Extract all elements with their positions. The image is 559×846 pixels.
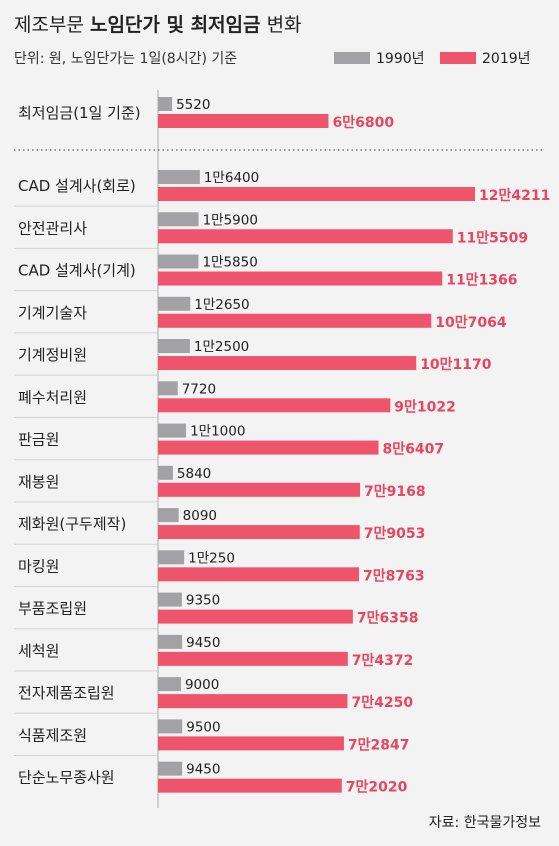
legend-2019: 2019년 [440,48,531,68]
value-label-2019: 7만6358 [357,611,419,627]
bar-2019 [158,114,329,128]
value-label-2019: 12만4211 [479,188,550,204]
unit-note: 단위: 원, 노임단가는 1일(8시간) 기준 [14,51,238,67]
category-label: 재봉원 [18,473,59,491]
value-label-2019: 9만1022 [394,399,456,415]
value-label-2019: 7만2020 [346,780,408,796]
bar-1990 [158,97,173,111]
bar-2019 [158,229,453,244]
bar-1990 [158,508,179,523]
value-label-2019: 11만5509 [457,230,528,246]
category-label: 전자제품조립원 [18,684,115,702]
bar-1990 [158,550,185,565]
category-label: 기계기술자 [18,304,87,322]
value-label-2019: 11만1366 [446,273,517,289]
bar-2019 [158,440,379,455]
bar-2019 [158,567,360,582]
value-label-1990: 9350 [186,593,220,609]
category-label: 단순노무종사원 [18,769,115,787]
bar-2019 [158,651,348,666]
bar-1990 [158,381,178,396]
value-label-2019: 7만9168 [364,484,426,500]
value-label-1990: 1만2650 [194,297,249,313]
category-label: 안전관리사 [18,219,87,237]
legend-label-1990: 1990년 [376,51,425,67]
category-label: 최저임금(1일 기준) [18,104,141,122]
bar-1990 [158,465,173,480]
value-label-1990: 9450 [186,762,220,778]
bar-2019 [158,525,360,540]
bar-1990 [158,719,183,734]
bar-2019 [158,609,353,624]
value-label-1990: 1만2500 [194,339,249,355]
category-label: 마킹원 [18,557,59,575]
source-note: 자료: 한국물가정보 [428,815,541,831]
bar-2019 [158,778,342,793]
value-label-1990: 9450 [186,635,220,651]
value-label-2019: 8만6407 [383,442,445,458]
category-label: CAD 설계사(기계) [18,262,136,280]
category-label: 판금원 [18,431,59,449]
value-label-1990: 1만6400 [204,170,259,186]
value-label-2019: 10만7064 [435,315,507,331]
bar-2019 [158,694,348,709]
legend-1990: 1990년 [334,48,425,68]
category-label: CAD 설계사(회로) [18,177,136,195]
bar-1990 [158,634,183,649]
legend-label-2019: 2019년 [482,51,531,67]
bar-1990 [158,254,199,269]
bar-1990 [158,339,190,354]
bar-2019 [158,356,417,371]
value-label-1990: 5840 [177,466,211,482]
value-label-1990: 1만5850 [202,255,257,271]
value-label-2019: 6만6800 [332,115,394,131]
bar-2019 [158,398,391,413]
value-label-1990: 1만5900 [203,212,258,228]
value-label-2019: 7만4372 [352,653,414,669]
bar-2019 [158,482,361,497]
value-label-2019: 7만4250 [351,695,413,711]
value-label-1990: 5520 [176,97,210,113]
value-label-1990: 8090 [183,508,217,524]
value-label-1990: 9500 [186,719,220,735]
category-label: 기계정비원 [18,346,87,364]
category-label: 제화원(구두제작) [18,515,126,533]
legend-swatch-1990 [334,52,370,64]
bar-1990 [158,212,199,227]
bar-2019 [158,313,432,328]
category-label: 식품제조원 [18,726,87,744]
value-label-2019: 10만1170 [420,357,492,373]
value-label-2019: 7만8763 [363,568,425,584]
category-label: 세척원 [18,642,59,660]
bar-1990 [158,761,183,776]
value-label-2019: 7만2847 [348,737,410,753]
bar-1990 [158,592,182,607]
bar-2019 [158,187,475,201]
category-label: 폐수처리원 [18,388,87,406]
bar-1990 [158,677,181,692]
chart-title: 제조부문 노임단가 및 최저임금 변화 [14,14,302,36]
value-label-2019: 7만9053 [364,526,426,542]
bar-1990 [158,423,187,438]
legend-swatch-2019 [440,52,476,64]
value-label-1990: 7720 [182,381,216,397]
category-label: 부품조립원 [18,600,87,618]
value-label-1990: 1만1000 [190,424,245,440]
bar-2019 [158,736,344,751]
value-label-1990: 9000 [185,677,219,693]
bar-1990 [158,170,200,184]
bar-2019 [158,271,443,286]
value-label-1990: 1만250 [188,550,235,566]
bar-1990 [158,296,191,311]
